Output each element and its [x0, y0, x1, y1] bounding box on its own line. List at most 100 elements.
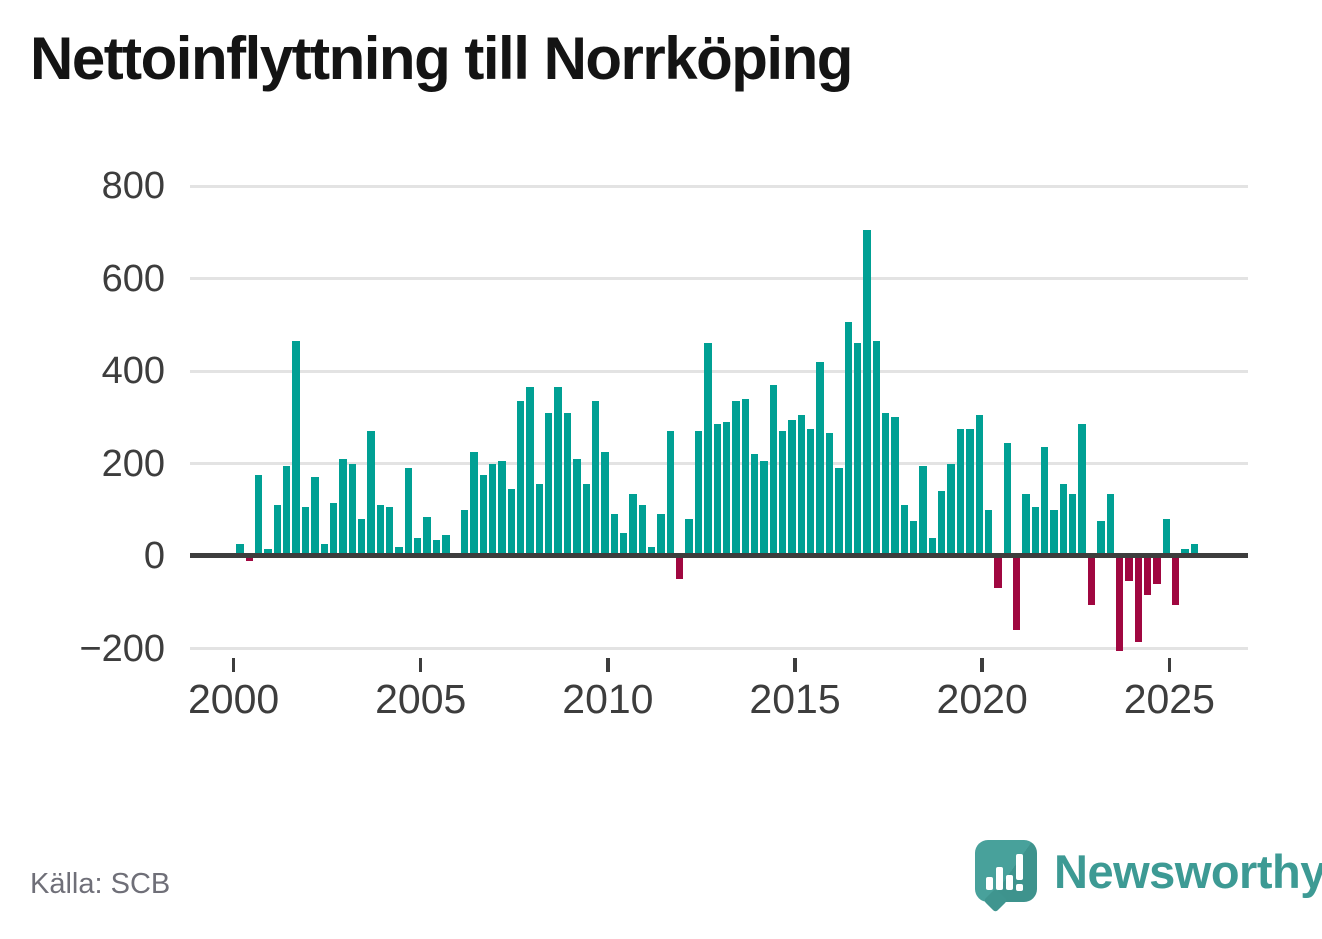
bar-2015-q2: [807, 428, 815, 556]
chart-title: Nettoinflyttning till Norrköping: [30, 25, 853, 92]
bar-2002-q2: [320, 544, 328, 556]
bar-2025-q1: [1172, 556, 1180, 605]
y-axis-tick-label: 200: [101, 442, 165, 485]
bar-2008-q1: [535, 484, 544, 556]
x-axis-tick: [606, 658, 610, 672]
bar-2020-q2: [994, 556, 1002, 589]
bar-2006-q4: [488, 463, 497, 556]
bar-2015-q1: [797, 414, 806, 556]
x-axis-tick-label: 2020: [936, 676, 1028, 722]
bar-2009-q3: [591, 401, 600, 556]
bar-2022-q2: [1069, 493, 1077, 556]
bar-2018-q1: [910, 521, 918, 556]
bar-2018-q4: [938, 491, 946, 556]
bar-2017-q1: [872, 340, 880, 556]
bar-2014-q1: [760, 461, 768, 556]
bar-2020-q4: [1012, 556, 1021, 630]
bar-2012-q4: [713, 424, 721, 556]
bar-2014-q4: [788, 419, 796, 556]
bar-2002-q4: [339, 458, 347, 556]
y-axis-tick-label: 600: [101, 257, 165, 300]
bar-2019-q4: [975, 414, 983, 556]
bar-2003-q4: [376, 505, 385, 556]
x-axis-tick: [793, 658, 797, 672]
bar-2009-q2: [582, 484, 590, 556]
x-axis-zero-line: [190, 553, 1248, 558]
brand-name: Newsworthy: [1054, 844, 1322, 898]
bar-2016-q4: [863, 229, 871, 556]
bar-2011-q1: [648, 546, 656, 556]
bar-2009-q4: [601, 451, 609, 556]
bar-2003-q1: [348, 463, 356, 556]
x-axis-tick-label: 2025: [1123, 676, 1215, 722]
bar-2003-q2: [357, 519, 366, 556]
x-axis-tick-label: 2000: [187, 676, 280, 722]
bar-2000-q3: [255, 475, 263, 556]
gridline--200: [190, 647, 1248, 650]
y-axis-tick-label: −200: [79, 627, 165, 670]
bar-2017-q2: [881, 412, 890, 556]
newsworthy-logo-icon: [975, 840, 1037, 902]
bar-2005-q1: [423, 516, 431, 556]
source-label: Källa: SCB: [30, 868, 171, 900]
bar-2024-q1: [1134, 556, 1142, 642]
logo-bar-medium: [1006, 875, 1013, 890]
logo-exclamation-dot: [1016, 884, 1023, 891]
bar-2021-q2: [1031, 507, 1040, 556]
bar-2017-q3: [891, 417, 899, 556]
bar-2000-q4: [264, 549, 272, 556]
bar-2012-q2: [694, 431, 703, 556]
bar-2006-q3: [479, 475, 487, 556]
bar-2002-q3: [329, 502, 338, 556]
x-axis-tick: [418, 658, 423, 672]
bar-2004-q3: [404, 468, 413, 556]
bar-2010-q4: [638, 505, 647, 556]
bar-2021-q1: [1022, 493, 1030, 556]
logo-exclamation-line: [1016, 854, 1023, 880]
bar-2007-q3: [517, 401, 525, 556]
bar-2021-q3: [1041, 447, 1049, 556]
bar-2020-q1: [984, 509, 993, 556]
y-axis-tick-label: 400: [101, 350, 165, 392]
bar-2005-q3: [442, 535, 450, 556]
bar-2000-q2: [245, 556, 254, 561]
bar-2007-q2: [507, 488, 516, 556]
bar-2015-q4: [825, 433, 834, 556]
bar-2001-q4: [301, 507, 310, 556]
bar-2007-q4: [526, 387, 534, 556]
bar-2015-q3: [816, 361, 824, 556]
bar-2013-q4: [750, 454, 759, 556]
bar-2024-q2: [1143, 556, 1152, 596]
x-axis-tick: [231, 658, 236, 672]
bar-2021-q4: [1050, 509, 1058, 556]
bar-2014-q2: [769, 384, 778, 556]
bar-2022-q3: [1078, 424, 1086, 556]
bar-2019-q1: [947, 463, 955, 556]
bar-2020-q3: [1003, 442, 1011, 556]
bar-2005-q2: [432, 539, 441, 556]
bar-2001-q3: [292, 340, 300, 556]
bar-2003-q3: [367, 431, 375, 556]
gridline-400: [190, 369, 1248, 373]
bar-2019-q3: [966, 428, 974, 556]
x-axis-tick-label: 2005: [375, 676, 467, 722]
x-axis-tick: [980, 658, 984, 672]
bar-2022-q1: [1059, 484, 1068, 556]
bar-2007-q1: [498, 461, 506, 556]
bar-2002-q1: [311, 477, 319, 556]
bar-2017-q4: [900, 505, 909, 556]
bar-2006-q2: [470, 451, 478, 556]
brand-logo: Newsworthy: [975, 840, 1322, 902]
bar-2013-q2: [732, 401, 740, 556]
x-axis-tick-label: 2010: [562, 676, 654, 722]
bar-2011-q4: [676, 556, 684, 580]
bar-2001-q1: [273, 505, 282, 556]
bar-2010-q3: [629, 493, 637, 556]
bar-2012-q3: [704, 343, 712, 556]
gridline-600: [190, 277, 1248, 280]
bar-2024-q4: [1162, 519, 1171, 556]
logo-bar-small: [986, 877, 993, 890]
bar-2022-q4: [1087, 556, 1096, 605]
y-axis-tick-label: 0: [143, 535, 165, 577]
